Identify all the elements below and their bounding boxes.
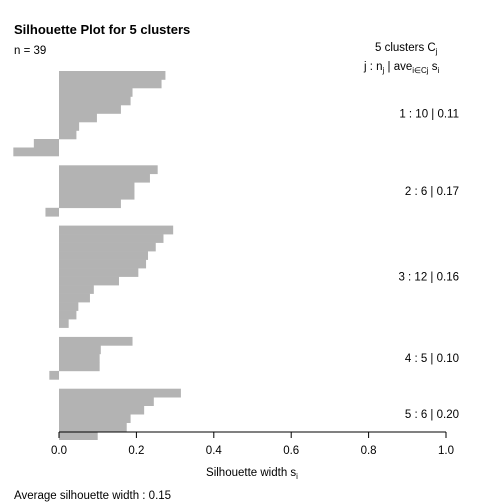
silhouette-bar-c3-10 [59,302,79,311]
silhouette-bar-c4-1 [59,336,133,346]
x-tick-label-3: 0.4 [206,445,223,457]
silhouette-bar-c2-1 [59,165,158,175]
silhouette-bar-c1-3 [59,88,133,97]
x-tick-label-5: 0.8 [361,445,377,457]
legend-header-line1: 5 clusters Cj [375,42,438,56]
silhouette-bar-c5-1 [59,388,181,398]
silhouette-bar-c2-3 [59,182,135,192]
silhouette-bar-c3-9 [59,293,90,303]
cluster-label-3: 3 : 12 | 0.16 [398,272,459,284]
silhouette-bar-c3-4 [59,251,149,260]
silhouette-bar-c5-6 [59,431,98,440]
cluster-label-4: 4 : 5 | 0.10 [405,353,459,365]
silhouette-bar-c3-7 [59,276,119,286]
x-axis: 0.0 0.2 0.4 0.6 0.8 1.0 [51,431,454,457]
silhouette-bar-c5-5 [59,422,127,432]
average-silhouette-width: Average silhouette width : 0.15 [14,490,171,502]
silhouette-bar-c4-5 [49,370,59,380]
silhouette-bar-c1-9 [33,139,59,148]
silhouette-bar-c1-10 [13,147,59,157]
bars-group [13,71,181,440]
silhouette-bar-c3-1 [59,225,174,235]
silhouette-bar-c1-8 [59,130,77,140]
legend-header-line2: j : nj | avei∈Cj si [363,61,440,75]
cluster-label-5: 5 : 6 | 0.20 [405,409,459,421]
x-tick-label-2: 0.2 [128,445,144,457]
silhouette-bar-c1-5 [59,105,121,114]
silhouette-bar-c3-3 [59,242,156,252]
silhouette-bar-c5-4 [59,414,131,423]
silhouette-bar-c3-2 [59,234,164,243]
silhouette-bar-c2-2 [59,173,150,183]
n-label: n = 39 [14,45,46,57]
silhouette-bar-c2-5 [59,199,121,209]
silhouette-bar-c3-12 [59,319,69,328]
x-tick-label-1: 0.0 [51,445,67,457]
chart-title: Silhouette Plot for 5 clusters [14,22,190,37]
silhouette-bar-c4-2 [59,345,101,355]
x-tick-label-4: 0.6 [283,445,299,457]
silhouette-bar-c1-7 [59,122,80,131]
silhouette-bar-c5-3 [59,405,145,415]
silhouette-bar-c1-2 [59,79,162,89]
silhouette-bar-c3-5 [59,259,147,269]
silhouette-bar-c3-11 [59,310,77,320]
silhouette-bar-c2-6 [45,207,59,217]
cluster-label-1: 1 : 10 | 0.11 [399,109,459,121]
silhouette-bar-c1-4 [59,96,131,106]
silhouette-bar-c4-4 [59,362,100,372]
silhouette-bar-c3-8 [59,285,94,294]
x-tick-label-6: 1.0 [438,445,454,457]
silhouette-bar-c2-4 [59,190,135,200]
silhouette-bar-c1-6 [59,113,97,123]
cluster-label-2: 2 : 6 | 0.17 [405,186,459,198]
silhouette-bar-c4-3 [59,353,100,363]
x-axis-label: Silhouette width si [206,467,298,481]
silhouette-bar-c3-6 [59,268,139,277]
silhouette-bar-c1-1 [59,71,166,80]
silhouette-bar-c5-2 [59,397,154,406]
cluster-labels-group: 1 : 10 | 0.11 2 : 6 | 0.17 3 : 12 | 0.16 4 … [398,109,459,422]
